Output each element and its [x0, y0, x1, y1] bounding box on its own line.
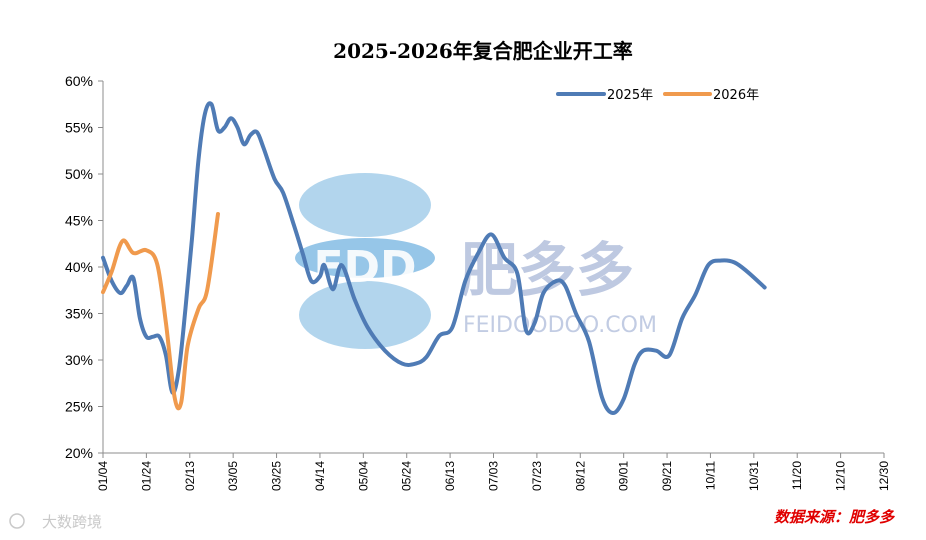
- y-tick-label: 55%: [65, 120, 93, 136]
- x-tick-label: 11/20: [790, 461, 804, 490]
- y-tick-label: 50%: [65, 166, 93, 182]
- x-tick-label: 04/14: [313, 461, 327, 491]
- y-axis-ticks: 20% 25% 30% 35% 40% 45% 50% 55% 60%: [65, 73, 103, 461]
- watermark: FDD 肥多多 FEIDOODOO.COM 大数跨境: [9, 173, 657, 531]
- x-tick-label: 07/03: [487, 461, 501, 491]
- series-line-1: [101, 211, 220, 411]
- x-tick-label: 03/25: [270, 461, 284, 491]
- x-axis-ticks: 01/04 01/24 02/13 03/05 03/25 04/14 05/04 05/24…: [96, 453, 891, 491]
- x-tick-label: 09/01: [617, 461, 631, 491]
- chart-title: 2025-2026年复合肥企业开工率: [333, 39, 633, 63]
- y-tick-label: 25%: [65, 399, 93, 415]
- x-tick-label: 03/05: [226, 461, 240, 491]
- x-tick-label: 07/23: [530, 461, 544, 491]
- x-tick-label: 08/12: [573, 461, 587, 491]
- corner-logo-icon: [9, 513, 25, 529]
- watermark-brand: 肥多多: [460, 236, 634, 304]
- x-tick-label: 09/21: [660, 461, 674, 491]
- x-tick-label: 01/24: [139, 461, 153, 491]
- y-tick-label: 60%: [65, 73, 93, 89]
- x-tick-label: 05/24: [400, 461, 414, 491]
- corner-watermark: 大数跨境: [9, 513, 102, 531]
- fdd-logo: FDD: [295, 173, 435, 349]
- y-tick-label: 30%: [65, 352, 93, 368]
- corner-watermark-text: 大数跨境: [42, 513, 102, 531]
- data-source: 数据来源：肥多多: [774, 508, 895, 526]
- y-tick-label: 20%: [65, 445, 93, 461]
- x-tick-label: 10/11: [703, 461, 717, 490]
- x-tick-label: 01/04: [96, 461, 110, 491]
- y-tick-label: 40%: [65, 259, 93, 275]
- x-tick-label: 06/13: [443, 461, 457, 491]
- watermark-url: FEIDOODOO.COM: [463, 313, 657, 338]
- legend-label-2026: 2026年: [713, 88, 759, 103]
- y-tick-label: 45%: [65, 213, 93, 229]
- y-tick-label: 35%: [65, 306, 93, 322]
- logo-leaf-top: [299, 173, 431, 237]
- x-tick-label: 05/04: [356, 461, 370, 491]
- legend: 2025年 2026年: [556, 88, 759, 103]
- x-tick-label: 10/31: [747, 461, 761, 491]
- x-tick-label: 12/10: [834, 461, 848, 491]
- logo-band: [295, 238, 435, 278]
- x-tick-label: 12/30: [877, 461, 891, 491]
- series-layer: [101, 101, 767, 416]
- series-line-0: [101, 101, 767, 416]
- x-tick-label: 02/13: [183, 461, 197, 491]
- legend-label-2025: 2025年: [607, 88, 653, 103]
- logo-leaf-bottom: [299, 281, 431, 349]
